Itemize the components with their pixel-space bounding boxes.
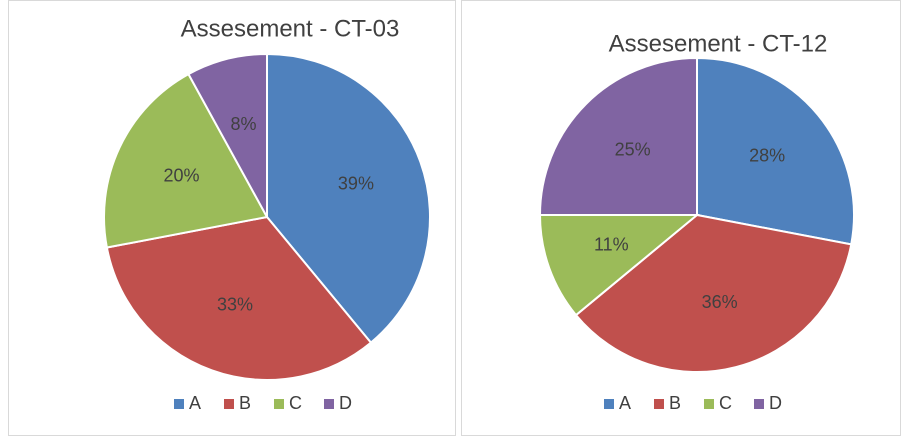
legend-swatch (224, 399, 234, 409)
legend-label: B (239, 393, 251, 413)
legend-swatch (274, 399, 284, 409)
data-label: 25% (615, 139, 651, 159)
data-label: 11% (594, 235, 629, 255)
pie-slice (696, 56, 855, 246)
legend-swatch (174, 399, 184, 409)
pie-slice (574, 213, 853, 373)
legend-swatch (604, 399, 614, 409)
data-label: 28% (749, 146, 785, 166)
pie-slice (105, 215, 373, 381)
legend-label: C (719, 393, 732, 413)
data-label: 36% (702, 292, 738, 312)
pie-slice (538, 56, 698, 216)
legend-label: B (669, 393, 681, 413)
pie-slice (266, 52, 431, 345)
chart-title: Assesement - CT-03 (181, 15, 400, 42)
legend-swatch (654, 399, 664, 409)
data-label: 20% (163, 165, 199, 185)
legend-label: A (189, 393, 201, 413)
pie-slice (187, 52, 268, 218)
data-label: 8% (230, 114, 256, 134)
legend-label: A (619, 393, 631, 413)
legend-label: D (339, 393, 352, 413)
legend-swatch (754, 399, 764, 409)
legend-label: C (289, 393, 302, 413)
pie-slice (538, 214, 700, 317)
legend-swatch (324, 399, 334, 409)
legend-swatch (704, 399, 714, 409)
legend-label: D (769, 393, 782, 413)
pie-slice (103, 72, 269, 249)
chart-title: Assesement - CT-12 (609, 30, 828, 57)
data-label: 33% (217, 295, 253, 315)
data-label: 39% (338, 174, 374, 194)
